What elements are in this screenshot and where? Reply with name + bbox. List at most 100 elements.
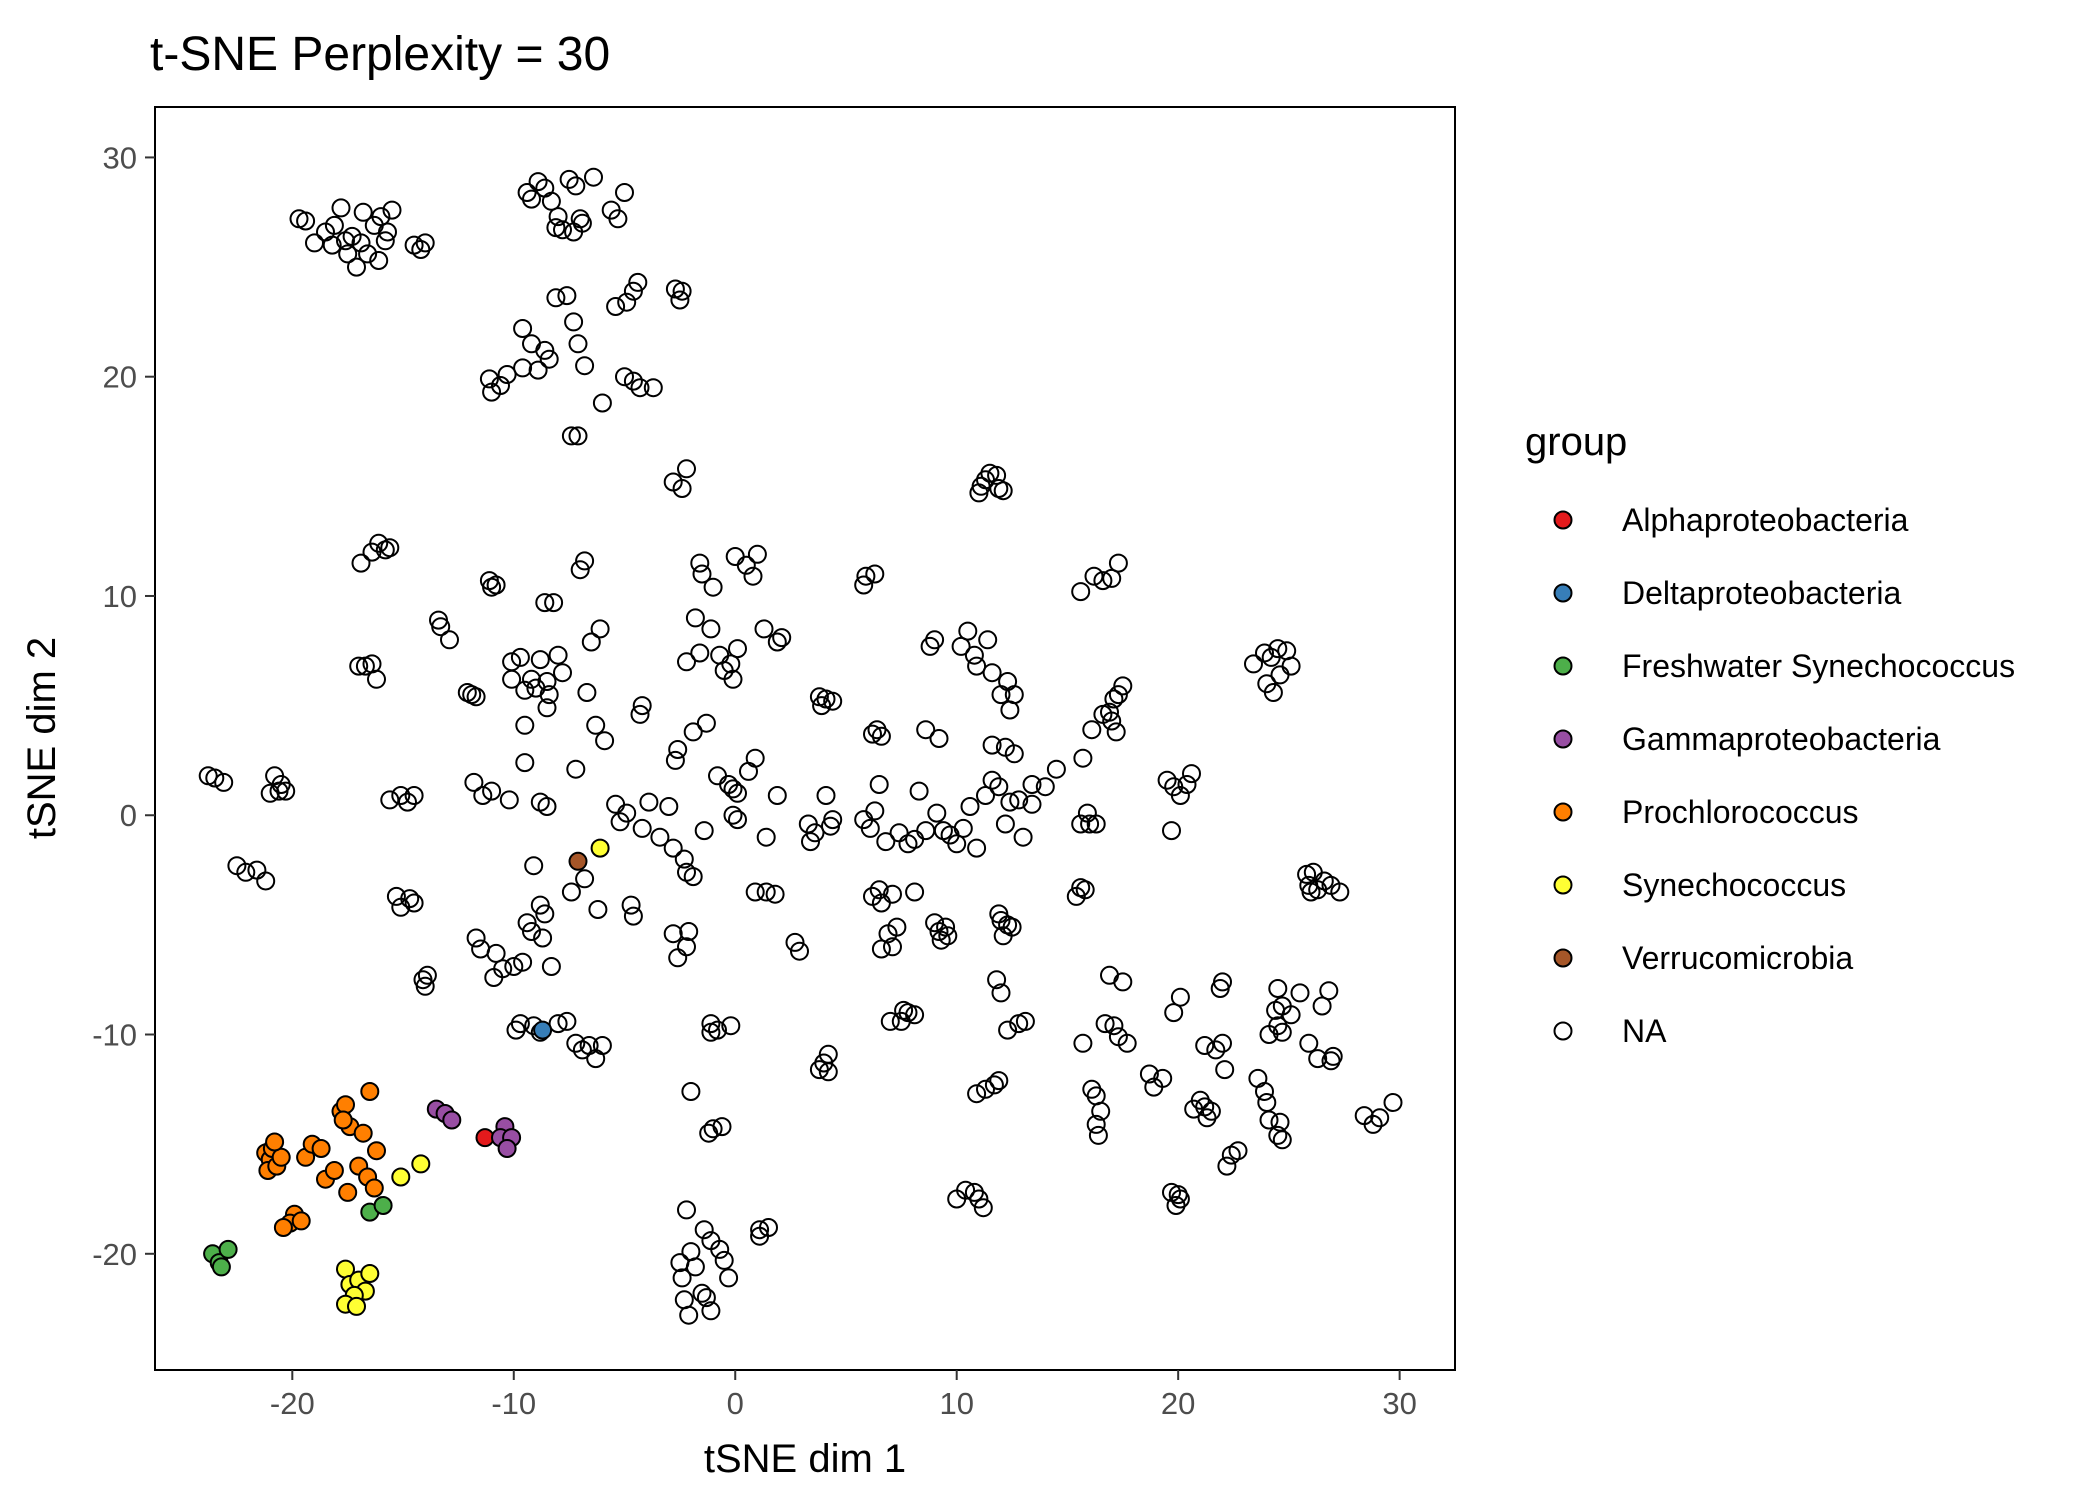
point-na [632,696,652,716]
point-na [541,191,561,211]
y-tick-label: -20 [92,1237,137,1272]
point-na [998,1020,1018,1040]
x-tick-label: 10 [939,1386,973,1421]
point-na [663,924,683,944]
point-na [499,790,519,810]
point-na [1113,972,1133,992]
point-na [818,1062,838,1082]
point-na [1000,792,1020,812]
point-na [584,167,603,187]
point-na [745,748,765,768]
point-na [1272,1022,1292,1042]
point-na [790,941,809,961]
point-na [1170,987,1190,1007]
point-na [978,630,998,650]
point-na [214,772,234,792]
point-na [696,1288,716,1308]
point-na [466,928,486,948]
point-na [1215,1060,1235,1080]
point-na [1086,1114,1106,1134]
point-na [1004,744,1024,764]
point-na [528,360,548,380]
point-na [530,895,550,915]
point-na [398,792,417,812]
point-na [754,619,774,639]
point-na [679,1305,699,1325]
point-na [535,340,555,360]
point-na [533,928,553,948]
point-na [375,231,395,251]
y-tick-label: 20 [103,360,137,395]
point-na [1091,1101,1111,1121]
point-na [595,731,615,751]
plot-panel [154,106,1456,1371]
point-na [535,593,555,613]
point-na [630,378,650,398]
point-na [464,772,484,792]
point-na [1319,981,1339,1001]
chart-title: t-SNE Perplexity = 30 [150,28,610,81]
point-na [1080,814,1100,834]
point-na [371,207,391,227]
point-na [1071,582,1091,602]
point-na [1330,882,1350,902]
point-na [929,729,949,748]
point-na [269,781,289,801]
point-na [1370,1108,1390,1128]
point-na [539,349,559,369]
point-na [1170,786,1190,805]
point-na [958,621,978,641]
point-na [608,209,628,229]
point-na [982,770,1002,790]
point-na [710,1239,730,1259]
y-tick-label: 30 [103,140,137,175]
point-na [586,715,606,735]
legend-key-na [1553,1021,1573,1041]
point-na [967,656,987,676]
point-na [570,209,590,229]
point-na [672,1268,692,1288]
point-na [479,369,499,389]
point-na [1009,790,1029,810]
point-na [714,1250,734,1270]
point-na [510,1014,530,1034]
point-na [677,459,696,479]
point-na [1073,748,1093,768]
point-na [1383,1093,1403,1112]
x-tick-label: 30 [1382,1386,1416,1421]
point-na [557,1011,577,1031]
x-tick-label: 0 [727,1386,744,1421]
point-na [386,886,406,906]
point-na [685,608,705,628]
legend-label-alphaproteobacteria: Alphaproteobacteria [1622,502,1909,538]
point-na [482,382,502,402]
point-na [1323,1046,1343,1066]
point-na [522,922,541,941]
point-na [723,805,743,825]
point-prochlorococcus [360,1082,380,1101]
point-na [515,680,535,700]
legend-label-gammaproteobacteria: Gammaproteobacteria [1622,721,1941,757]
point-na [672,479,692,498]
point-na [1228,1141,1248,1161]
point-na [805,823,825,843]
point-na [322,235,342,255]
point-na [1022,794,1042,814]
point-na [1117,1033,1137,1053]
y-axis: -20 -10 0 10 20 30 [92,140,155,1272]
point-na [1113,676,1133,696]
point-prochlorococcus [273,1218,293,1237]
x-axis: -20 -10 0 10 20 30 [270,1370,1417,1421]
point-deltaproteobacteria [533,1020,553,1040]
point-na [993,926,1013,946]
point-na [1244,654,1263,674]
point-na [883,884,902,904]
point-na [728,810,747,830]
point-na [1299,1033,1319,1053]
point-na [530,650,550,670]
point-na [692,564,712,584]
point-na [378,222,397,242]
point-na [524,856,544,876]
point-na [561,882,581,902]
point-na [1139,1064,1159,1084]
